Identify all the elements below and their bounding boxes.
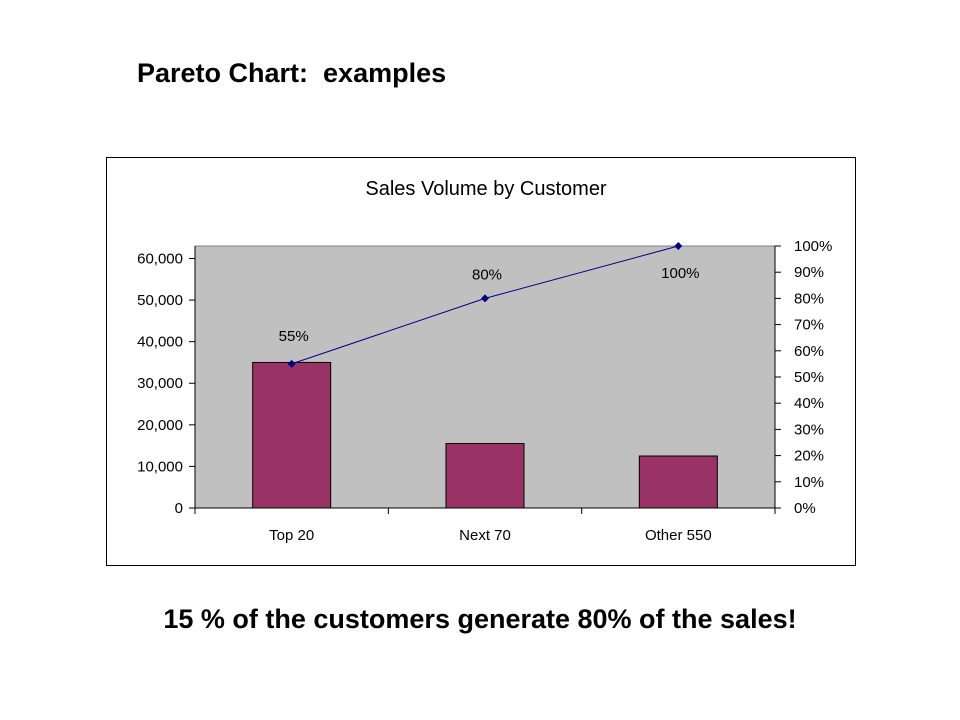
y2-tick-label: 30% [794,421,824,438]
cumulative-point [287,359,296,368]
y2-tick-label: 0% [794,500,816,517]
y2-tick-label: 70% [794,317,824,334]
slide-conclusion: 15 % of the customers generate 80% of th… [163,604,797,634]
y2-tick-label: 40% [794,395,824,412]
x-tick-label: Other 550 [645,527,712,544]
pareto-chart: Sales Volume by Customer 0 10,000 20,000 30,… [137,178,832,544]
chart-frame: Sales Volume by Customer 0 10,000 20,000 30,… [106,157,856,566]
y-tick-label: 30,000 [137,375,183,392]
x-tick-label: Top 20 [269,527,314,544]
cumulative-point [674,242,683,250]
y-tick-label: 20,000 [137,417,183,434]
y2-tick-label: 50% [794,369,824,386]
bar [445,443,525,509]
cumulative-label: 55% [279,328,309,345]
y2-tick-label: 90% [794,264,824,281]
x-tick-label: Next 70 [459,527,511,544]
cumulative-label: 80% [472,266,502,283]
y2-tick-label: 10% [794,474,824,491]
y2-tick-label: 100% [794,238,832,255]
y2-tick-label: 80% [794,290,824,307]
y-tick-label: 60,000 [137,250,183,267]
bar [252,361,332,509]
y-tick-label: 40,000 [137,334,183,351]
y2-tick-label: 20% [794,448,824,465]
cumulative-label: 100% [661,265,699,282]
y2-tick-label: 60% [794,343,824,360]
slide-title: Pareto Chart: examples [137,58,447,88]
cumulative-point [481,294,489,303]
bar [638,455,718,509]
chart-title: Sales Volume by Customer [365,178,607,200]
y-tick-label: 10,000 [137,458,183,475]
y-tick-label: 50,000 [137,292,183,309]
y-tick-label: 0 [175,500,183,517]
